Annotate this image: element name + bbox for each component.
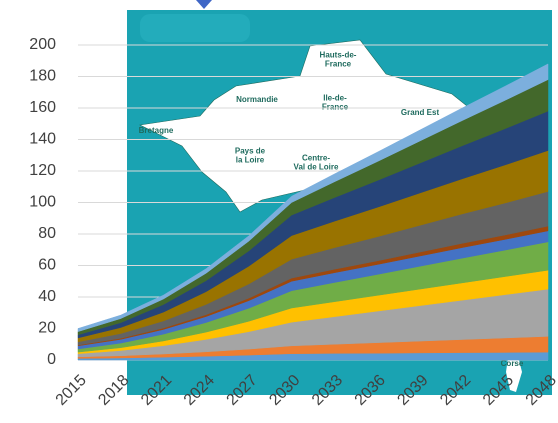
y-tick-label: 160 (29, 99, 56, 116)
y-tick-label: 200 (29, 36, 56, 53)
y-tick-label: 60 (38, 257, 56, 274)
y-tick-label: 40 (38, 288, 56, 305)
areas (77, 63, 549, 361)
y-tick-label: 120 (29, 162, 56, 179)
region-label: la Loire (236, 156, 265, 165)
region-label: France (325, 60, 352, 69)
region-label: Val de Loire (294, 163, 339, 172)
region-label: France (322, 103, 349, 112)
pin (196, 0, 212, 9)
y-tick-label: 0 (47, 351, 56, 368)
area (77, 63, 549, 332)
y-tick-label: 80 (38, 225, 56, 242)
background-shape (140, 14, 250, 42)
x-tick-label: 2015 (53, 372, 90, 409)
region-label: Hauts-de- (320, 51, 357, 60)
region-label: Ile-de- (323, 94, 347, 103)
region-label: Pays de (235, 147, 266, 156)
region-label: Normandie (236, 95, 278, 104)
region-label: Corse (501, 359, 524, 368)
region-label: Centre- (302, 154, 330, 163)
region-label: Bretagne (139, 126, 174, 135)
y-tick-label: 140 (29, 131, 56, 148)
y-tick-label: 20 (38, 320, 56, 337)
y-tick-label: 100 (29, 194, 56, 211)
map-corse (506, 356, 522, 392)
y-tick-label: 180 (29, 68, 56, 85)
region-label: Grand Est (401, 108, 440, 117)
